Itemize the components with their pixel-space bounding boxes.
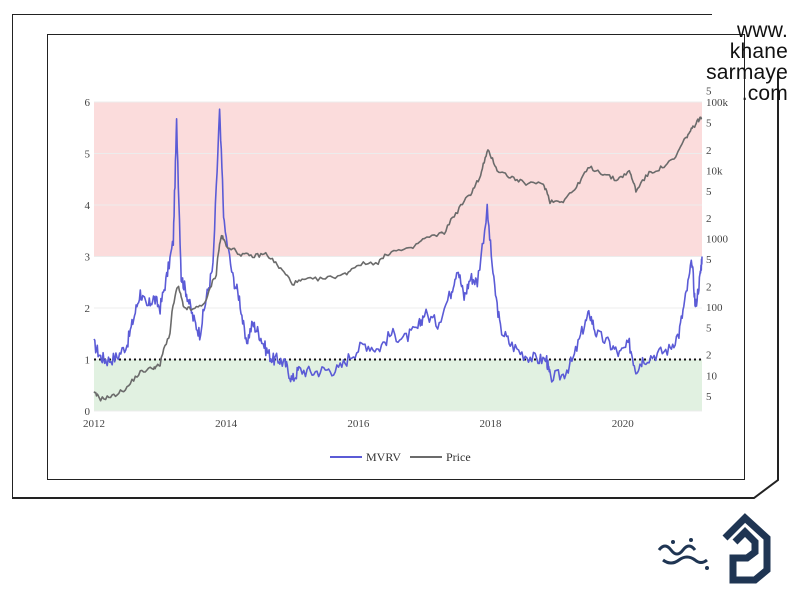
x-tick-label: 2012 <box>83 418 105 430</box>
y-right-tick-label: 5 <box>706 86 712 98</box>
brand-logo-mark <box>657 513 771 584</box>
x-tick-label: 2016 <box>347 418 370 430</box>
legend-label-mvrv: MVRV <box>366 450 401 464</box>
y-right-tick-label: 5 <box>706 254 712 266</box>
brand-logo <box>655 508 775 588</box>
y-right-tick-label: 5 <box>706 391 712 403</box>
series-line-mvrv <box>93 108 703 383</box>
watermark-line-3: sarmaye <box>706 61 788 84</box>
watermark-line-1: www. <box>737 19 788 42</box>
y-right-tick-label: 5 <box>706 118 712 130</box>
y-right-tick-label: 5 <box>706 323 712 335</box>
band-green <box>94 359 702 411</box>
chart-card: 0 1 2 3 4 5 6 2012 2014 2016 2018 2020 5 10 2 5 100 2 5 100… <box>47 34 745 480</box>
y-left-tick-label: 2 <box>85 303 91 315</box>
watermark-line-4: .com <box>741 82 788 105</box>
y-right-tick-label: 100k <box>706 97 729 109</box>
y-right-tick-label: 2 <box>706 213 712 225</box>
y-right-tick-label: 10k <box>706 165 723 177</box>
y-right-tick-label: 5 <box>706 186 712 198</box>
legend-label-price: Price <box>446 450 471 464</box>
y-left-tick-label: 6 <box>85 97 91 109</box>
outer-frame-border <box>12 14 779 499</box>
y-left-tick-label: 4 <box>85 200 91 212</box>
y-left-tick-label: 5 <box>85 149 91 161</box>
x-tick-label: 2018 <box>480 418 503 430</box>
x-tick-label: 2020 <box>612 418 635 430</box>
series-line-price <box>93 116 703 402</box>
y-right-tick-label: 10 <box>706 370 718 382</box>
watermark: www. khane sarmaye .com <box>693 20 788 104</box>
outer-frame <box>12 14 790 499</box>
y-right-tick-label: 1000 <box>706 234 729 246</box>
y-left-tick-label: 0 <box>85 406 91 418</box>
y-right-tick-label: 2 <box>706 145 712 157</box>
y-left-tick-label: 3 <box>85 252 91 264</box>
y-right-tick-label: 2 <box>706 281 712 293</box>
y-right-tick-label: 100 <box>706 302 723 314</box>
y-left-tick-label: 1 <box>85 355 91 367</box>
band-red <box>94 102 702 257</box>
y-right-tick-label: 2 <box>706 350 712 362</box>
x-tick-label: 2014 <box>215 418 238 430</box>
watermark-line-2: khane <box>729 40 788 63</box>
